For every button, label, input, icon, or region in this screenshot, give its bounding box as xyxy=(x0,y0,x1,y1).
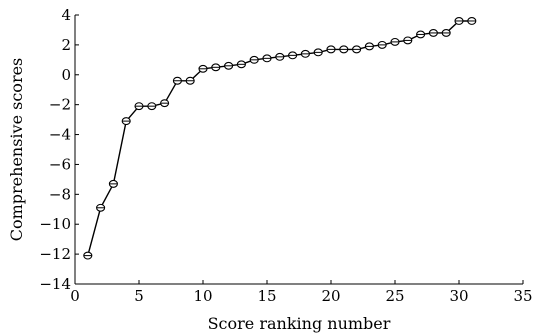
x-tick-label: 10 xyxy=(193,287,212,305)
y-tick-label: −4 xyxy=(49,126,71,144)
y-tick-label: 2 xyxy=(61,36,71,54)
data-point xyxy=(172,76,182,85)
data-point xyxy=(441,28,451,37)
y-tick-label: 0 xyxy=(61,66,71,84)
data-point xyxy=(236,60,246,69)
y-ticks: 4 2 0 −2 −4 −6 −8 −10 −12 −14 xyxy=(39,6,79,293)
y-axis-title: Comprehensive scores xyxy=(7,58,26,242)
y-tick-label: −12 xyxy=(39,245,71,263)
y-tick-label: −10 xyxy=(39,215,71,233)
data-point xyxy=(262,54,272,63)
data-point xyxy=(185,76,195,85)
y-tick-label: −14 xyxy=(39,275,71,293)
data-point xyxy=(198,64,208,73)
x-tick-label: 35 xyxy=(513,287,532,305)
y-tick-label: −2 xyxy=(49,96,71,114)
data-point xyxy=(339,45,349,54)
data-point xyxy=(134,102,144,111)
data-point xyxy=(390,37,400,46)
axes xyxy=(74,15,523,285)
x-axis-title: Score ranking number xyxy=(208,314,391,333)
y-tick-label: −6 xyxy=(49,155,71,173)
data-point xyxy=(364,42,374,51)
data-point xyxy=(288,51,298,60)
y-tick-label: 4 xyxy=(61,6,71,24)
data-point xyxy=(454,17,464,25)
data-point xyxy=(416,30,426,39)
x-tick-label: 5 xyxy=(134,287,144,305)
series-layer xyxy=(83,17,477,260)
data-point xyxy=(108,179,118,188)
data-point xyxy=(96,203,106,212)
data-point xyxy=(275,52,285,61)
x-tick-label: 30 xyxy=(449,287,468,305)
data-point xyxy=(300,49,310,58)
data-point xyxy=(352,45,362,54)
data-point xyxy=(403,36,413,45)
data-point xyxy=(147,102,157,111)
x-tick-label: 25 xyxy=(385,287,404,305)
data-point xyxy=(211,63,221,72)
data-point xyxy=(313,48,323,57)
data-point xyxy=(224,61,234,70)
x-tick-label: 0 xyxy=(70,287,80,305)
data-point xyxy=(377,40,387,49)
x-tick-label: 20 xyxy=(321,287,340,305)
data-point xyxy=(428,28,438,37)
x-ticks: 0 5 10 15 20 25 30 35 xyxy=(70,280,533,305)
data-point xyxy=(83,251,93,260)
data-point xyxy=(160,99,170,108)
x-tick-label: 15 xyxy=(257,287,276,305)
y-tick-label: −8 xyxy=(49,185,71,203)
data-point xyxy=(249,55,259,64)
data-point xyxy=(467,17,477,25)
data-point xyxy=(326,45,336,54)
data-point xyxy=(121,117,131,126)
